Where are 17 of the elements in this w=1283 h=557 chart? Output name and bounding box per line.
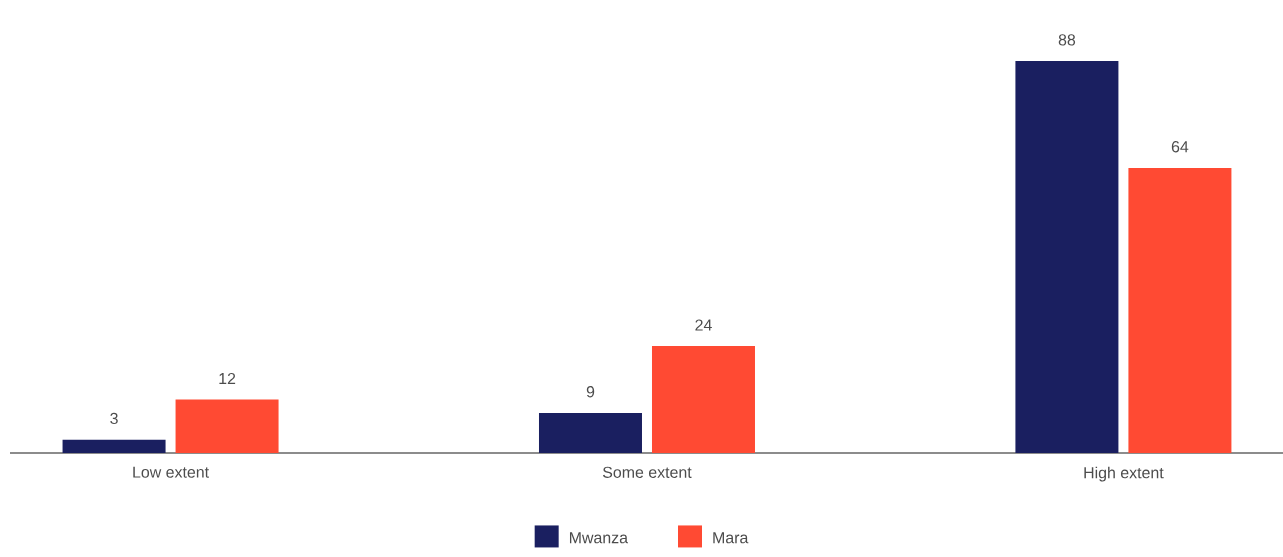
legend-label: Mwanza xyxy=(569,532,629,544)
bar xyxy=(1015,60,1119,453)
data-label: 24 xyxy=(695,319,712,331)
x-tick-label: Some extent xyxy=(602,466,692,478)
data-label: 88 xyxy=(1058,34,1076,46)
x-tick-label: High extent xyxy=(1084,466,1164,482)
x-tick-label: Low extent xyxy=(133,466,209,478)
bar xyxy=(175,399,279,453)
bar xyxy=(538,412,642,453)
bar xyxy=(1128,167,1232,453)
legend-label: Mara xyxy=(713,532,749,544)
data-label: 64 xyxy=(1171,141,1189,153)
data-label: 9 xyxy=(586,386,595,398)
data-label: 3 xyxy=(110,412,118,425)
data-label: 12 xyxy=(219,372,236,385)
bar xyxy=(651,346,755,453)
bar xyxy=(62,439,166,453)
